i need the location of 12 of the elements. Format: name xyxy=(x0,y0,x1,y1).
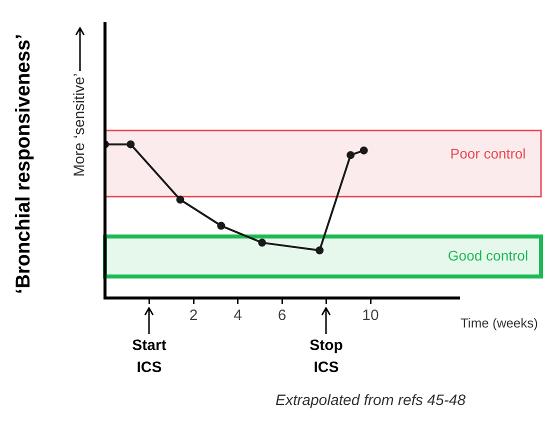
text: Stop ICS xyxy=(310,337,343,376)
text: Extrapolated from refs 45-48 xyxy=(275,392,466,410)
band-label: Poor control xyxy=(450,145,526,162)
x-tick-label: 2 xyxy=(189,307,198,324)
y-axis-title: ‘Bronchial responsiveness’ xyxy=(12,34,35,294)
text: Start ICS xyxy=(132,337,166,376)
x-tick-label: 4 xyxy=(234,307,242,324)
x-tick-label: 6 xyxy=(278,307,286,324)
x-tick-label: 10 xyxy=(362,307,379,324)
x-axis-title: Time (weeks) xyxy=(460,316,538,331)
text: More ‘sensitive’ xyxy=(71,73,88,177)
band-label: Good control xyxy=(448,247,528,264)
